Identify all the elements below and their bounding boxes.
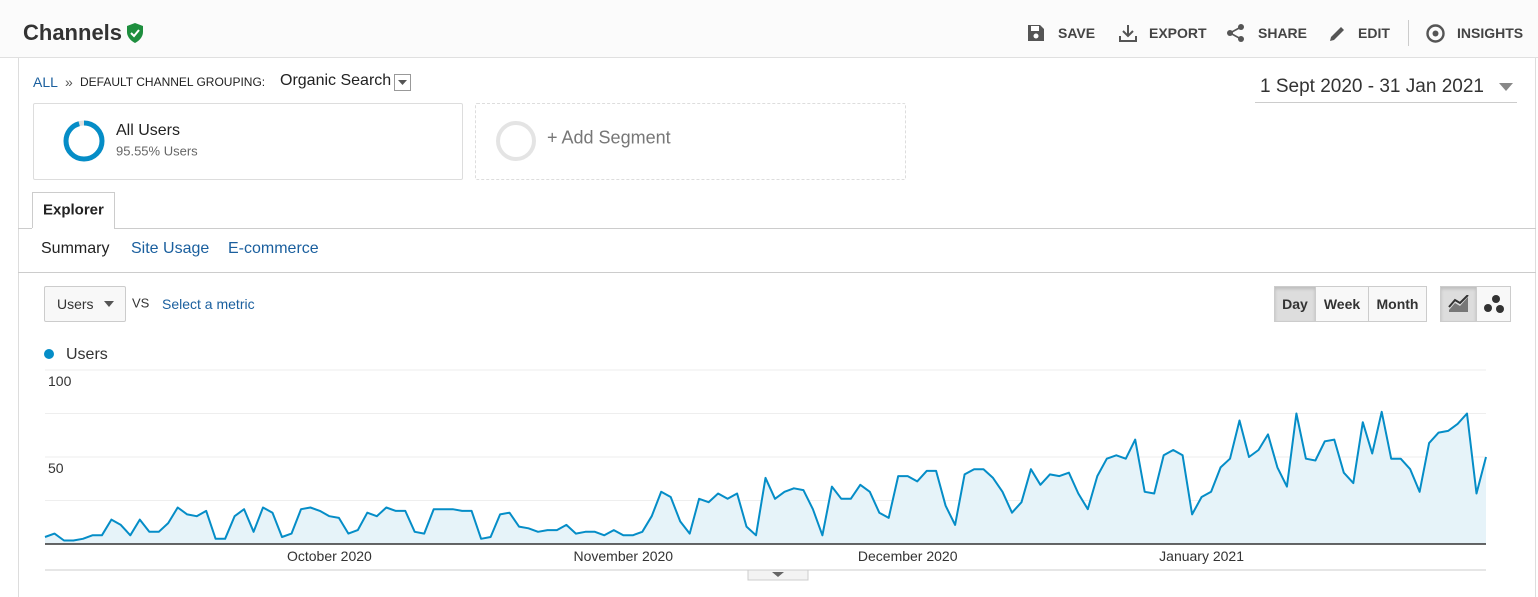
subtab-rule xyxy=(18,272,1536,273)
subtab-ecommerce[interactable]: E-commerce xyxy=(228,240,319,257)
segment-donut xyxy=(63,120,105,162)
vs-label: VS xyxy=(132,295,150,311)
motion-chart-icon xyxy=(1483,295,1504,313)
add-segment-card[interactable] xyxy=(475,103,906,180)
breadcrumb-grouping: DEFAULT CHANNEL GROUPING: xyxy=(80,75,266,89)
edit-button[interactable]: EDIT xyxy=(1358,25,1390,41)
insights-button[interactable]: INSIGHTS xyxy=(1457,25,1524,41)
breadcrumb-dropdown[interactable] xyxy=(394,74,411,91)
insights-icon[interactable] xyxy=(1425,23,1446,44)
line-chart-toggle[interactable] xyxy=(1440,286,1477,322)
add-segment-label[interactable]: + Add Segment xyxy=(547,127,671,148)
verified-icon xyxy=(127,23,143,43)
subtab-summary[interactable]: Summary xyxy=(41,240,110,257)
metric-dropdown[interactable] xyxy=(44,286,126,322)
period-week[interactable]: Week xyxy=(1315,286,1369,322)
segment-detail: 95.55% Users xyxy=(116,143,198,159)
content-frame xyxy=(18,58,1536,597)
subtab-site-usage[interactable]: Site Usage xyxy=(131,240,210,257)
date-range[interactable]: 1 Sept 2020 - 31 Jan 2021 xyxy=(1260,76,1484,97)
separator xyxy=(1408,20,1409,46)
tab-gap xyxy=(32,228,114,229)
breadcrumb-value: Organic Search xyxy=(280,72,392,89)
segment-name: All Users xyxy=(116,122,181,139)
share-icon[interactable] xyxy=(1226,23,1246,43)
edit-icon[interactable] xyxy=(1328,24,1347,43)
metric-label[interactable]: Users xyxy=(57,296,94,312)
export-button[interactable]: EXPORT xyxy=(1149,25,1207,41)
date-range-caret[interactable] xyxy=(1498,81,1514,93)
save-button[interactable]: SAVE xyxy=(1058,25,1096,41)
period-day[interactable]: Day xyxy=(1274,286,1316,322)
save-icon[interactable] xyxy=(1027,24,1045,42)
tab-rule xyxy=(18,228,1536,229)
breadcrumb-all[interactable]: ALL xyxy=(33,74,58,90)
explorer-tab-label[interactable]: Explorer xyxy=(43,201,104,219)
export-icon[interactable] xyxy=(1118,23,1138,43)
segment-card[interactable] xyxy=(33,103,463,180)
select-metric[interactable]: Select a metric xyxy=(162,296,255,312)
add-segment-circle xyxy=(496,121,536,161)
share-button[interactable]: SHARE xyxy=(1258,25,1308,41)
period-month[interactable]: Month xyxy=(1368,286,1427,322)
motion-chart-toggle[interactable] xyxy=(1476,286,1511,322)
line-chart-icon xyxy=(1447,295,1469,312)
breadcrumb-separator: » xyxy=(65,74,73,90)
date-range-underline xyxy=(1255,102,1517,103)
page-title: Channels xyxy=(23,20,123,45)
metric-caret[interactable] xyxy=(103,300,115,308)
header xyxy=(0,0,1538,58)
explorer-tab[interactable] xyxy=(32,192,115,229)
